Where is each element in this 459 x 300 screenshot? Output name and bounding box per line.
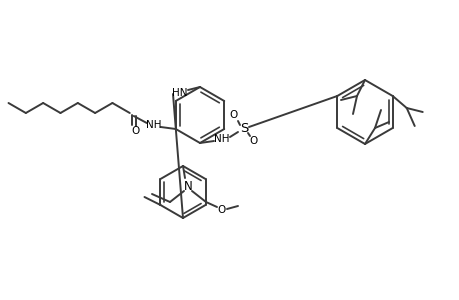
Text: NH: NH xyxy=(214,134,229,144)
Text: O: O xyxy=(218,205,226,215)
Text: S: S xyxy=(239,122,248,136)
Text: O: O xyxy=(249,136,257,146)
Text: N: N xyxy=(183,179,192,193)
Text: O: O xyxy=(131,126,140,136)
Text: NH: NH xyxy=(146,120,161,130)
Text: O: O xyxy=(230,110,238,120)
Text: HN: HN xyxy=(172,88,187,98)
